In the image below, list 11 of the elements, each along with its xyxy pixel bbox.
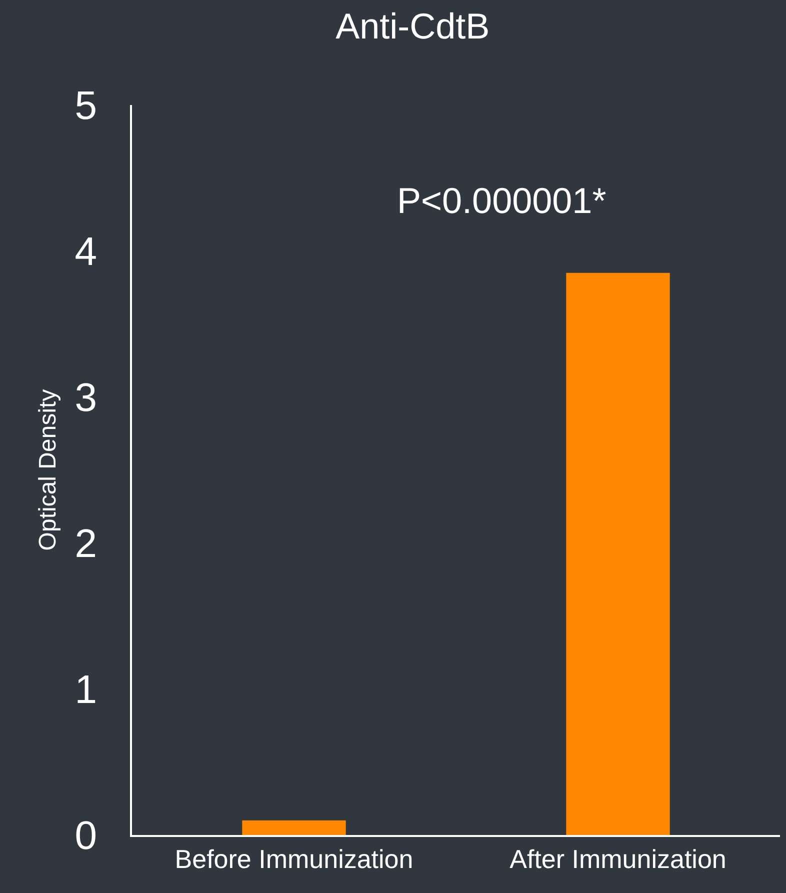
y-tick-label: 5 (74, 84, 97, 128)
x-tick-label: After Immunization (510, 844, 726, 874)
y-tick-label: 1 (74, 668, 97, 712)
y-tick-label: 4 (74, 230, 97, 274)
chart-title: Anti-CdtB (336, 6, 490, 47)
y-tick-label: 0 (74, 814, 97, 858)
y-tick-label: 2 (74, 522, 97, 566)
annotation: P<0.000001* (397, 180, 606, 221)
y-axis-title: Optical Density (34, 389, 62, 551)
y-tick-label: 3 (74, 376, 97, 420)
x-tick-label: Before Immunization (174, 844, 414, 874)
